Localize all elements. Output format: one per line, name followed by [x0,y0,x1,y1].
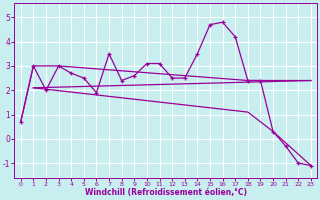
X-axis label: Windchill (Refroidissement éolien,°C): Windchill (Refroidissement éolien,°C) [85,188,247,197]
